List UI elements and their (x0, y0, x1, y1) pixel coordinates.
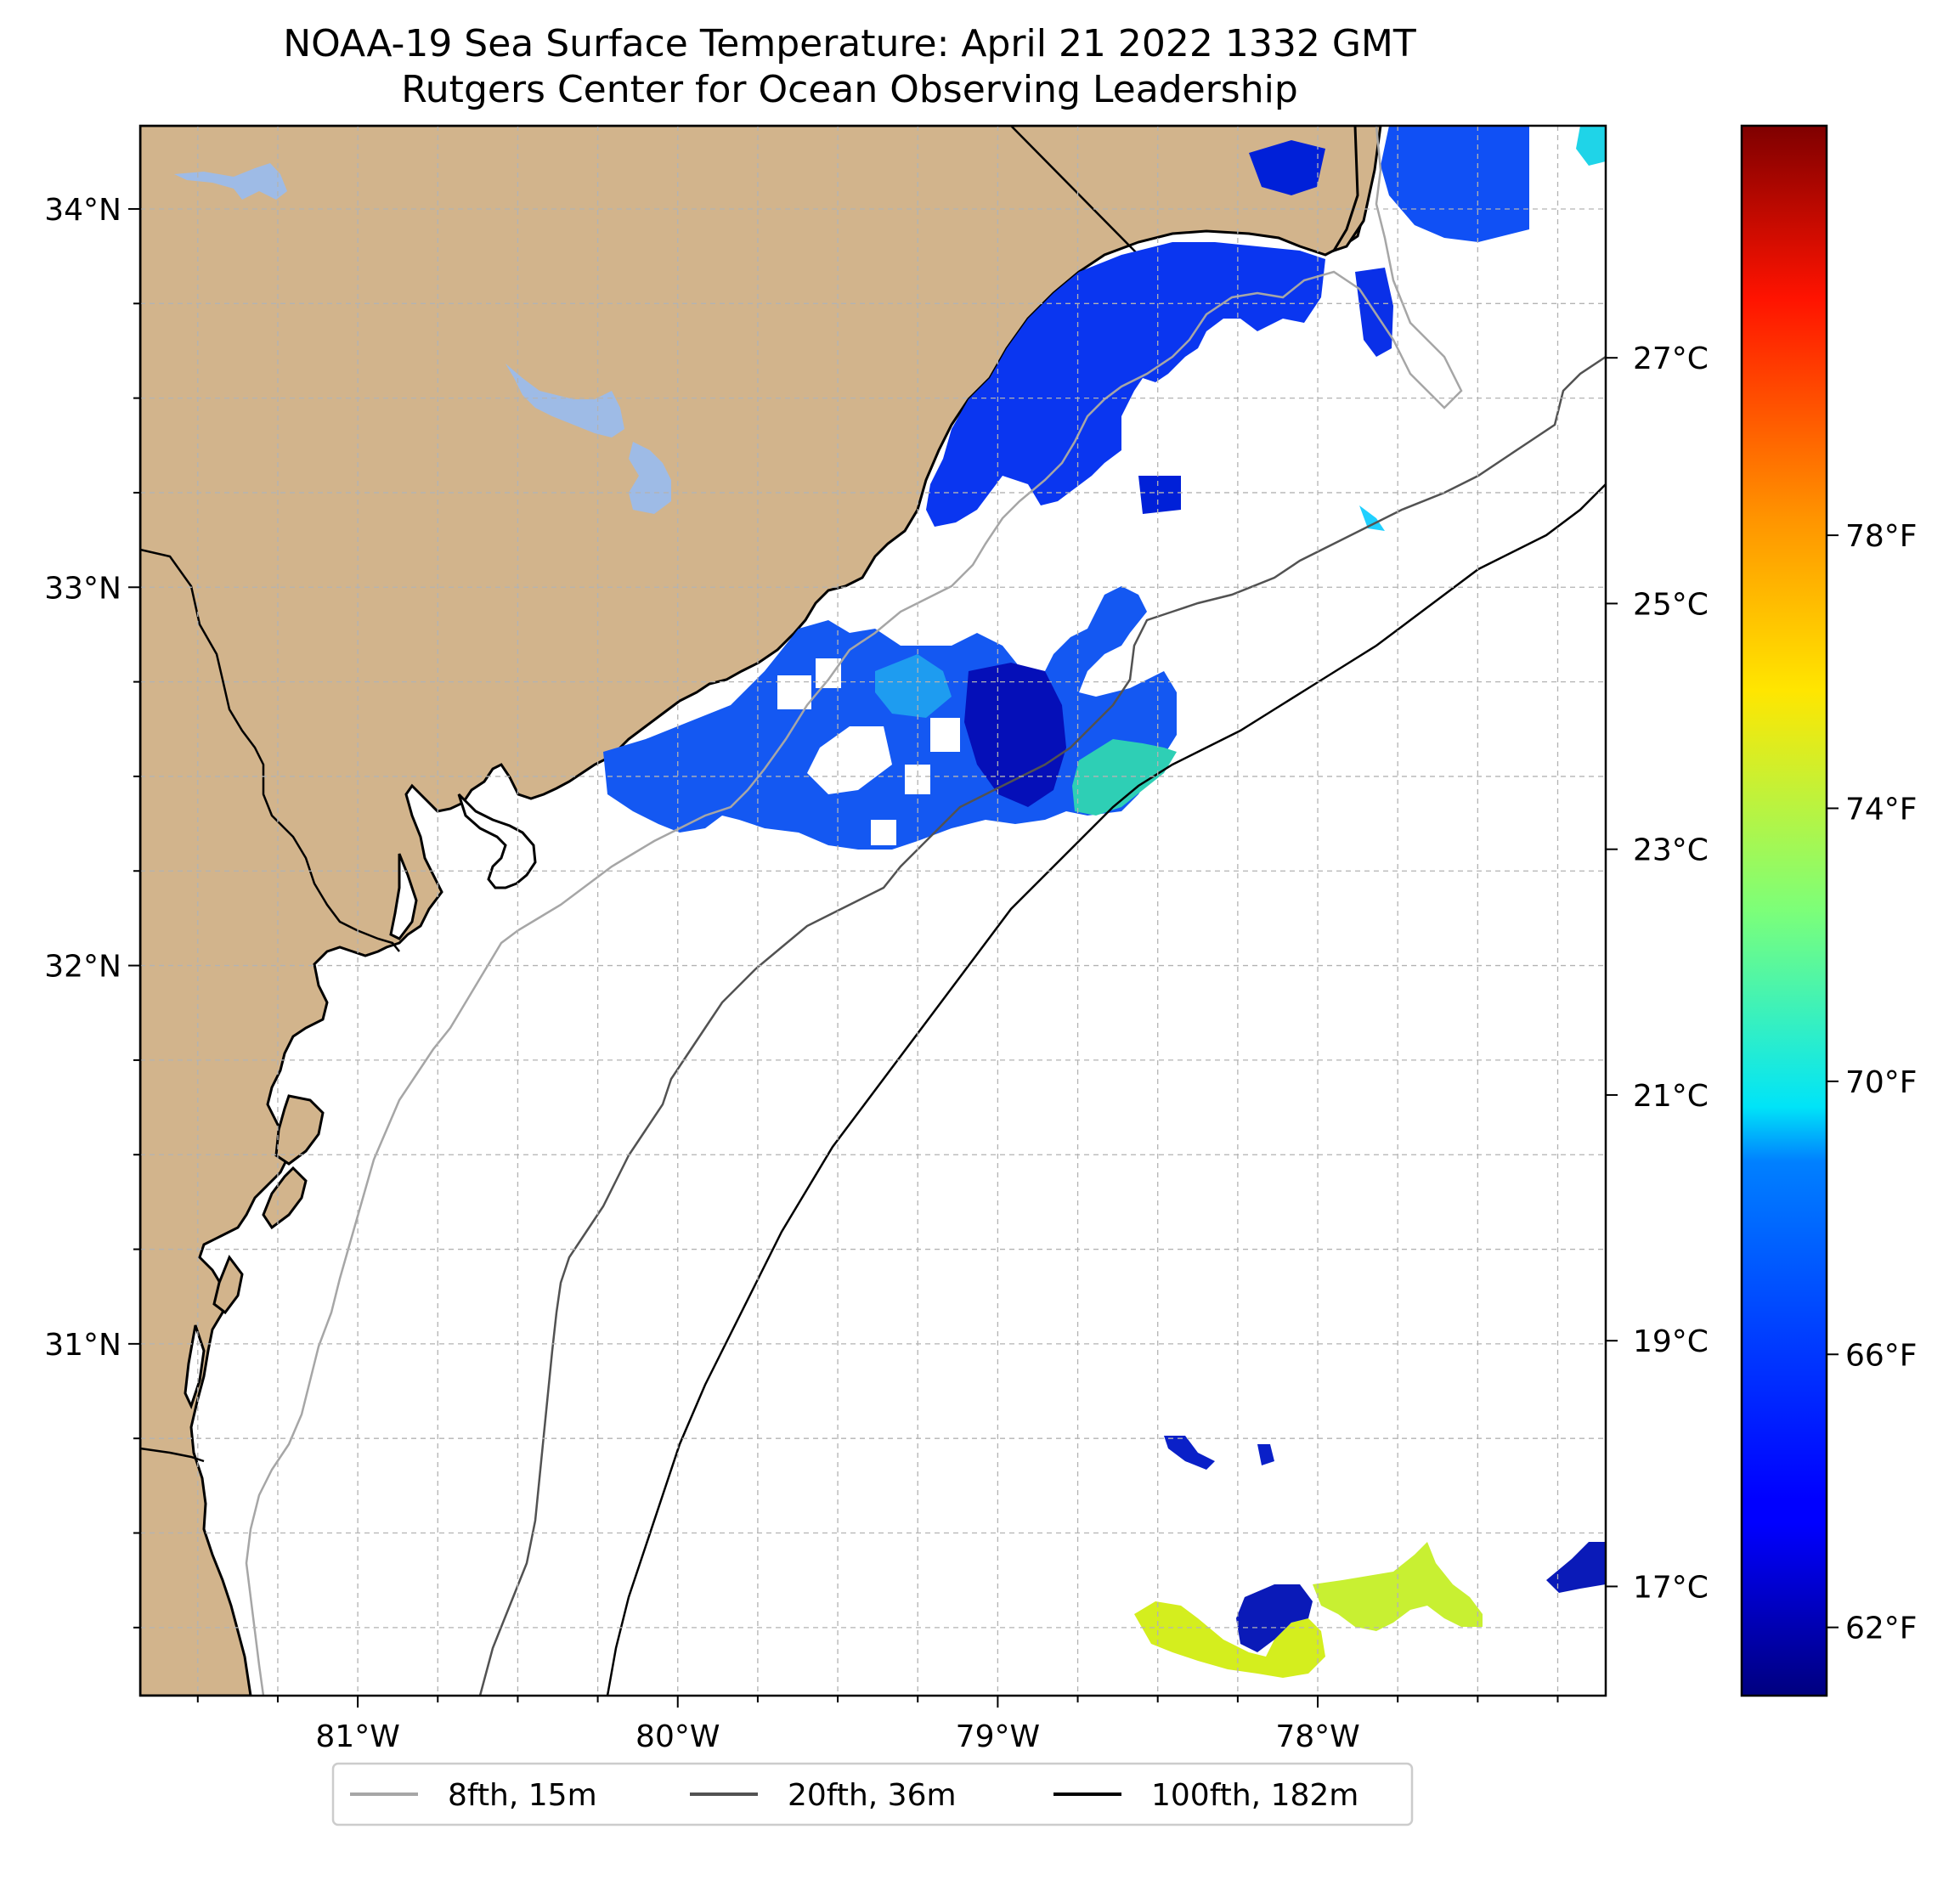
sst-patch (1072, 739, 1177, 816)
sst-patch (875, 654, 952, 718)
contour-100fth (606, 483, 1606, 1696)
lon-tick-label: 79°W (956, 1719, 1040, 1754)
legend-label: 100fth, 182m (1151, 1778, 1358, 1813)
map-subtitle: Rutgers Center for Ocean Observing Leade… (401, 68, 1298, 111)
island (262, 1166, 308, 1230)
lake-moultrie (629, 442, 671, 514)
lake-marion (506, 364, 624, 438)
contour-20fth (478, 355, 1606, 1696)
sst-patch (1138, 140, 1325, 514)
fahrenheit-tick-label: 62°F (1845, 1612, 1918, 1646)
inlet (457, 793, 537, 889)
sst-patch (1134, 1601, 1325, 1678)
lat-tick-label: 31°N (44, 1328, 121, 1363)
lat-tick-label: 33°N (44, 571, 121, 606)
sst-patch (1546, 1542, 1606, 1593)
celsius-tick-label: 19°C (1633, 1324, 1709, 1359)
gridlines (140, 126, 1606, 1696)
celsius-tick-label: 23°C (1633, 833, 1709, 868)
island (274, 1094, 325, 1166)
sst-patch (1164, 1436, 1274, 1470)
state-border (1010, 126, 1139, 256)
lon-tick-label: 80°W (635, 1719, 720, 1754)
lake (174, 163, 287, 200)
colorbar-axes: 78°F 74°F 70°F 66°F 62°F 27°C 25°C 23°C 21°C 19°C… (1606, 342, 1918, 1646)
state-border (140, 548, 400, 952)
sst-patch (1236, 1584, 1313, 1652)
colorbar (1740, 124, 1828, 1697)
lat-tick-label: 34°N (44, 193, 121, 228)
lon-tick-label: 81°W (315, 1719, 399, 1754)
sst-gap (777, 658, 960, 845)
lon-tick-label: 78°W (1275, 1719, 1359, 1754)
legend: 8fth, 15m 20fth, 36m 100fth, 182m (331, 1762, 1414, 1826)
legend-label: 20fth, 36m (788, 1778, 957, 1813)
land-mass (140, 126, 1380, 1696)
map-area (140, 126, 1606, 1696)
lat-tick-label: 32°N (44, 950, 121, 985)
sst-patch (1381, 126, 1529, 242)
state-border (140, 1447, 205, 1463)
legend-box (331, 1762, 1414, 1826)
celsius-tick-label: 17°C (1633, 1570, 1709, 1605)
fahrenheit-tick-label: 70°F (1845, 1065, 1918, 1100)
sst-patch (1359, 505, 1385, 531)
inlet (389, 853, 418, 940)
map-axes: 81°W 80°W 79°W 78°W 34°N 33°N 32°N 31°N (44, 193, 1559, 1754)
sst-patch (1576, 126, 1606, 166)
sst-patch (964, 663, 1066, 807)
fahrenheit-tick-label: 78°F (1845, 519, 1918, 554)
island (212, 1254, 244, 1315)
map-frame (138, 124, 1607, 1697)
contour-8fth (245, 126, 1463, 1696)
fahrenheit-tick-label: 74°F (1845, 792, 1918, 827)
legend-label: 8fth, 15m (448, 1778, 597, 1813)
celsius-tick-label: 27°C (1633, 342, 1709, 376)
celsius-tick-label: 21°C (1633, 1079, 1709, 1114)
celsius-tick-label: 25°C (1633, 587, 1709, 622)
map-title: NOAA-19 Sea Surface Temperature: April 2… (283, 22, 1416, 65)
inlet (184, 1324, 206, 1410)
fahrenheit-tick-label: 66°F (1845, 1338, 1918, 1373)
